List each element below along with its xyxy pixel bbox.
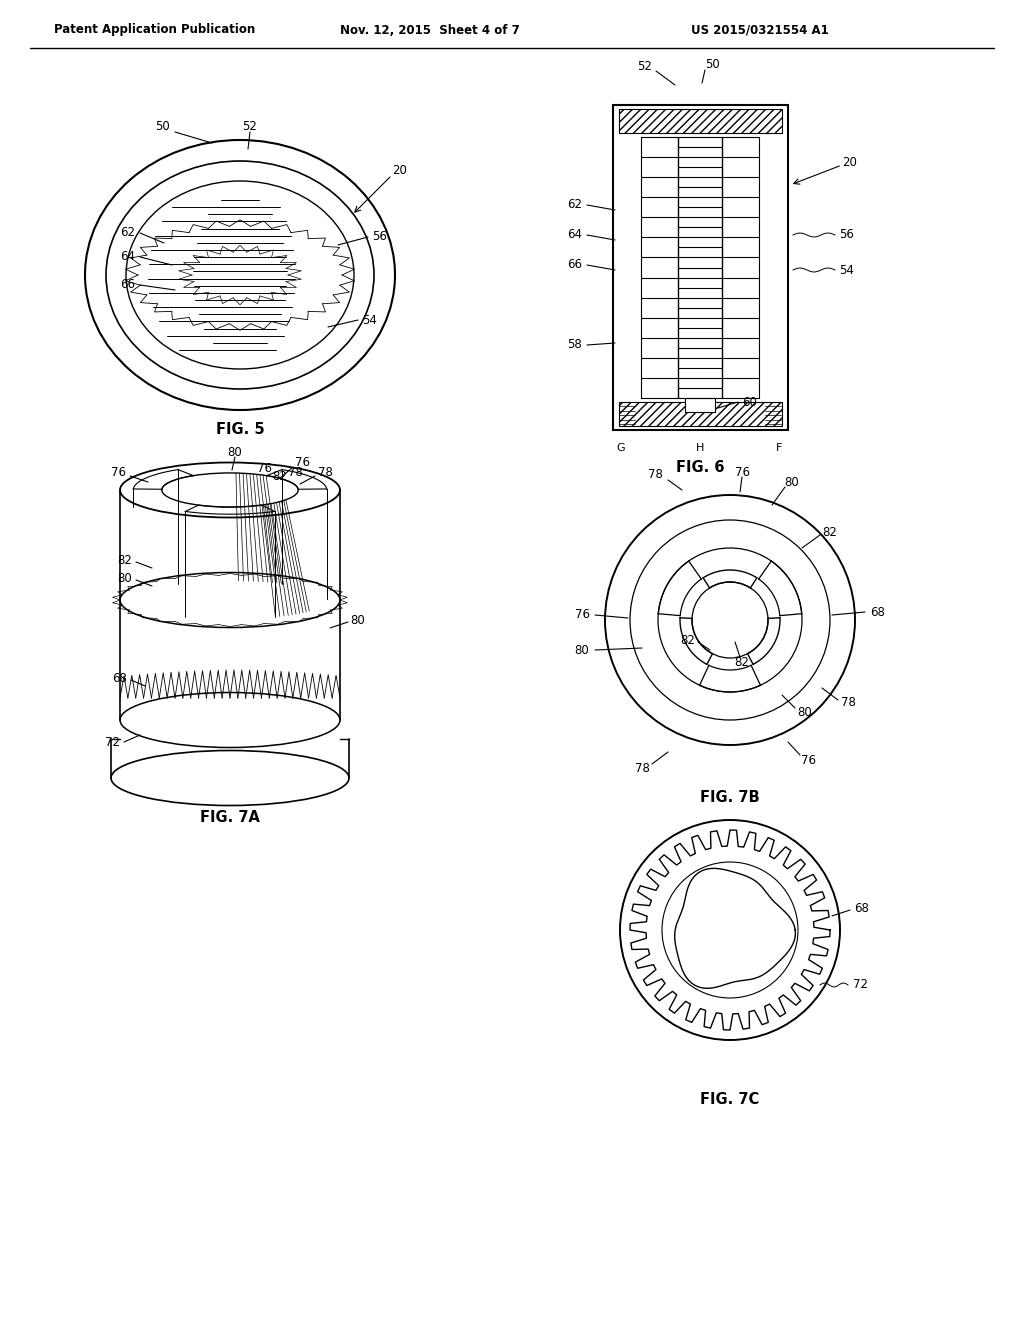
Text: 68: 68 — [113, 672, 127, 685]
Text: F: F — [776, 444, 782, 453]
Text: 82: 82 — [734, 656, 750, 668]
Text: 58: 58 — [567, 338, 583, 351]
Text: 66: 66 — [567, 259, 583, 272]
Text: FIG. 7B: FIG. 7B — [700, 791, 760, 805]
Text: 54: 54 — [362, 314, 378, 326]
Text: 64: 64 — [121, 251, 135, 264]
Text: 54: 54 — [840, 264, 854, 276]
Text: US 2015/0321554 A1: US 2015/0321554 A1 — [691, 24, 828, 37]
Text: 68: 68 — [870, 606, 886, 619]
Text: 76: 76 — [111, 466, 126, 479]
Text: FIG. 5: FIG. 5 — [216, 422, 264, 437]
Text: 56: 56 — [840, 228, 854, 242]
Text: 80: 80 — [118, 572, 132, 585]
Text: 50: 50 — [155, 120, 169, 133]
Text: 76: 76 — [801, 754, 815, 767]
Text: 52: 52 — [243, 120, 257, 133]
Text: 56: 56 — [373, 231, 387, 243]
Text: G: G — [616, 444, 626, 453]
Text: 52: 52 — [638, 61, 652, 74]
Text: 20: 20 — [843, 156, 857, 169]
Text: 82: 82 — [822, 525, 838, 539]
Text: 76: 76 — [295, 455, 309, 469]
Text: 80: 80 — [798, 705, 812, 718]
Text: 76: 76 — [257, 462, 272, 474]
Text: 66: 66 — [121, 279, 135, 292]
Text: 62: 62 — [567, 198, 583, 211]
Text: 78: 78 — [317, 466, 333, 479]
Text: 82: 82 — [272, 470, 288, 483]
Text: 80: 80 — [574, 644, 590, 656]
Text: 72: 72 — [104, 735, 120, 748]
Bar — [618, 110, 782, 133]
Text: H: H — [696, 444, 705, 453]
Text: 80: 80 — [350, 614, 366, 627]
Text: FIG. 6: FIG. 6 — [676, 461, 724, 475]
Text: 80: 80 — [227, 446, 243, 458]
Bar — [685, 399, 715, 412]
Text: FIG. 7A: FIG. 7A — [200, 810, 260, 825]
Text: 82: 82 — [118, 553, 132, 566]
Text: Patent Application Publication: Patent Application Publication — [54, 24, 256, 37]
Text: 78: 78 — [635, 762, 649, 775]
Text: 78: 78 — [647, 469, 663, 482]
Text: FIG. 7C: FIG. 7C — [700, 1093, 760, 1107]
Text: 64: 64 — [567, 228, 583, 242]
Text: 60: 60 — [742, 396, 758, 408]
Text: 82: 82 — [681, 634, 695, 647]
Text: 78: 78 — [288, 466, 302, 479]
Bar — [618, 403, 782, 426]
Text: 78: 78 — [841, 696, 855, 709]
Text: 68: 68 — [855, 902, 869, 915]
Bar — [613, 106, 788, 430]
Text: 20: 20 — [392, 164, 408, 177]
Text: 76: 76 — [574, 609, 590, 622]
Text: 76: 76 — [734, 466, 750, 479]
Text: Nov. 12, 2015  Sheet 4 of 7: Nov. 12, 2015 Sheet 4 of 7 — [340, 24, 520, 37]
Text: 50: 50 — [705, 58, 720, 71]
Text: 80: 80 — [784, 475, 800, 488]
Text: 62: 62 — [121, 227, 135, 239]
Text: 72: 72 — [853, 978, 867, 991]
